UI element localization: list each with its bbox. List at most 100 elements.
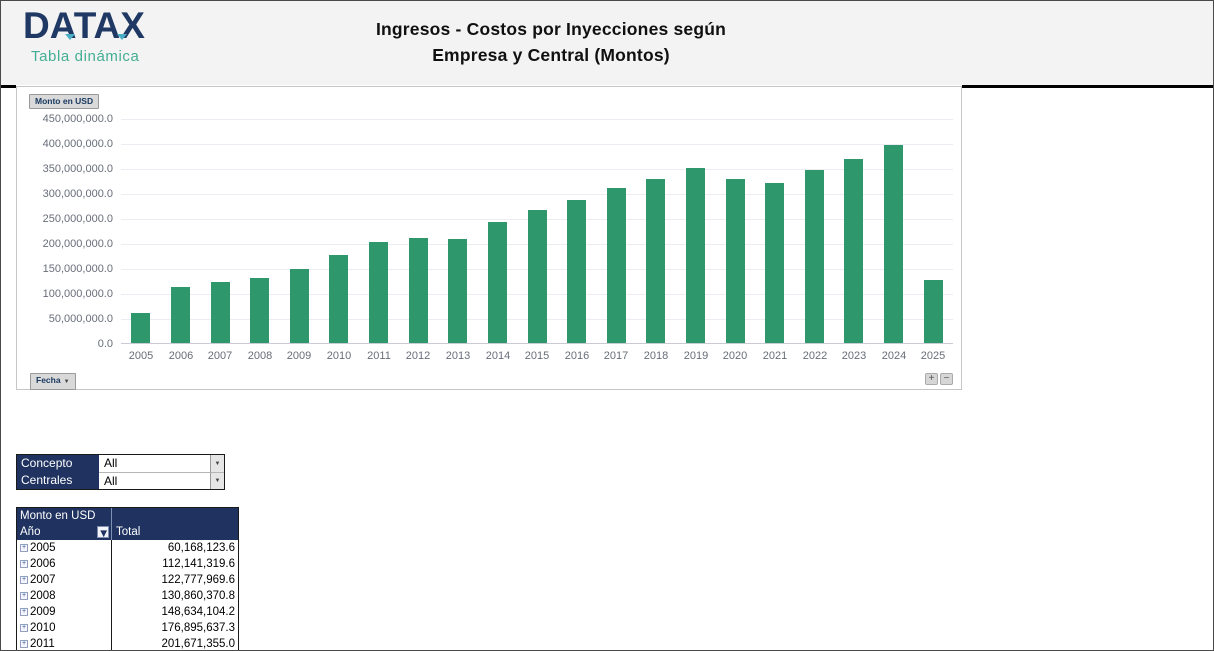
bar-2020 (726, 179, 745, 343)
pivot-row-field-label: Año (20, 525, 40, 540)
pivot-row-2008: +2008130,860,370.8 (17, 588, 238, 604)
expand-icon[interactable]: + (20, 640, 28, 648)
pivot-table: Monto en USD Año ▼ Total +200560,168,123… (16, 507, 239, 651)
y-axis-tick-label: 250,000,000.0 (43, 213, 113, 225)
plot-area: 2005200620072008200920102011201220132014… (121, 119, 953, 344)
pivot-row-2011: +2011201,671,355.0 (17, 636, 238, 651)
bar-2016 (567, 200, 586, 343)
workbook-page: DATAX Tabla dinámica Ingresos - Costos p… (0, 0, 1214, 651)
logo-accent-icon (65, 34, 75, 40)
gridline (121, 194, 953, 195)
y-axis-tick-label: 400,000,000.0 (43, 138, 113, 150)
filter-dropdown-icon[interactable]: ▼ (210, 455, 224, 472)
filter-label: Centrales (17, 472, 99, 489)
x-axis-tick-label: 2011 (359, 350, 399, 363)
bar-2024 (884, 145, 903, 343)
filter-block: ConceptoAll▼CentralesAll▼ (16, 454, 225, 490)
x-axis-tick-label: 2024 (874, 350, 914, 363)
x-axis-tick-label: 2006 (161, 350, 201, 363)
page-title-line2: Empresa y Central (Montos) (251, 42, 851, 68)
pivot-year-cell: +2011 (17, 636, 112, 651)
pivot-total-value: 148,634,104.2 (112, 604, 238, 620)
x-axis-tick-label: 2009 (279, 350, 319, 363)
bar-2023 (844, 159, 863, 343)
pivot-year-label: 2009 (30, 606, 56, 618)
x-axis-tick-label: 2014 (478, 350, 518, 363)
bar-2011 (369, 242, 388, 343)
pivot-year-label: 2006 (30, 558, 56, 570)
x-axis-tick-label: 2020 (715, 350, 755, 363)
x-axis-tick-label: 2021 (755, 350, 795, 363)
logo-accent-icon (117, 34, 127, 40)
page-title-line1: Ingresos - Costos por Inyecciones según (251, 16, 851, 42)
x-axis-tick-label: 2015 (517, 350, 557, 363)
x-axis-tick-label: 2025 (913, 350, 953, 363)
bar-2010 (329, 255, 348, 343)
pivot-value-field-row: Monto en USD (17, 508, 238, 524)
value-field-button[interactable]: Monto en USD (29, 94, 99, 109)
pivot-row-2006: +2006112,141,319.6 (17, 556, 238, 572)
pivot-total-value: 60,168,123.6 (112, 540, 238, 556)
pivot-year-cell: +2010 (17, 620, 112, 636)
pivot-total-value: 122,777,969.6 (112, 572, 238, 588)
x-axis-tick-label: 2007 (200, 350, 240, 363)
y-axis-tick-label: 150,000,000.0 (43, 263, 113, 275)
pivot-total-label: Total (116, 525, 140, 540)
bar-2014 (488, 222, 507, 343)
expand-icon[interactable]: + (20, 576, 28, 584)
y-axis-tick-label: 50,000,000.0 (49, 313, 113, 325)
expand-icon[interactable]: + (20, 544, 28, 552)
bar-2018 (646, 179, 665, 343)
expand-icon[interactable]: + (20, 560, 28, 568)
expand-icon[interactable]: + (20, 608, 28, 616)
expand-icon[interactable]: + (20, 624, 28, 632)
pivot-total-value: 112,141,319.6 (112, 556, 238, 572)
bar-2012 (409, 238, 428, 343)
bar-2008 (250, 278, 269, 343)
filter-dropdown-icon[interactable]: ▼ (210, 472, 224, 489)
pivot-year-cell: +2006 (17, 556, 112, 572)
expand-icon[interactable]: + (20, 592, 28, 600)
sheet-border-rule (1, 85, 16, 88)
pivot-header-row: Año ▼ Total (17, 524, 238, 540)
y-axis-tick-label: 0.0 (98, 338, 113, 350)
y-axis-tick-label: 300,000,000.0 (43, 188, 113, 200)
x-axis-tick-label: 2010 (319, 350, 359, 363)
x-axis-tick-label: 2018 (636, 350, 676, 363)
pivot-year-cell: +2009 (17, 604, 112, 620)
axis-field-button[interactable]: Fecha▼ (30, 373, 76, 390)
x-axis-tick-label: 2013 (438, 350, 478, 363)
filter-value[interactable]: All (99, 472, 210, 489)
pivot-row-2007: +2007122,777,969.6 (17, 572, 238, 588)
logo-subtitle: Tabla dinámica (31, 48, 243, 65)
collapse-field-button[interactable]: − (940, 373, 953, 385)
y-axis-tick-label: 200,000,000.0 (43, 238, 113, 250)
pivot-year-cell: +2005 (17, 540, 112, 556)
y-axis-tick-label: 450,000,000.0 (43, 113, 113, 125)
pivot-total-value: 176,895,637.3 (112, 620, 238, 636)
filter-dropdown-icon[interactable]: ▼ (97, 526, 109, 538)
pivot-year-cell: +2008 (17, 588, 112, 604)
x-axis-tick-label: 2023 (834, 350, 874, 363)
pivot-year-cell: +2007 (17, 572, 112, 588)
pivot-row-field-cell: Año ▼ (17, 524, 112, 540)
pivot-total-value: 201,671,355.0 (112, 636, 238, 651)
sheet-border-rule (962, 85, 1214, 88)
filter-value[interactable]: All (99, 455, 210, 472)
pivot-total-header-cell: Total (112, 524, 238, 540)
x-axis-tick-label: 2022 (795, 350, 835, 363)
logo-wordmark: DATAX (23, 7, 243, 45)
pivot-row-2005: +200560,168,123.6 (17, 540, 238, 556)
pivot-empty-header-cell (112, 508, 238, 524)
pivot-row-2010: +2010176,895,637.3 (17, 620, 238, 636)
chevron-down-icon: ▼ (64, 379, 70, 385)
filter-row-concepto: ConceptoAll▼ (17, 455, 224, 472)
bar-2022 (805, 170, 824, 343)
gridline (121, 144, 953, 145)
expand-field-button[interactable]: + (925, 373, 938, 385)
datax-logo: DATAX Tabla dinámica (23, 7, 243, 65)
filter-label: Concepto (17, 455, 99, 472)
x-axis-tick-label: 2019 (676, 350, 716, 363)
pivot-value-field-cell: Monto en USD (17, 508, 112, 524)
gridline (121, 169, 953, 170)
